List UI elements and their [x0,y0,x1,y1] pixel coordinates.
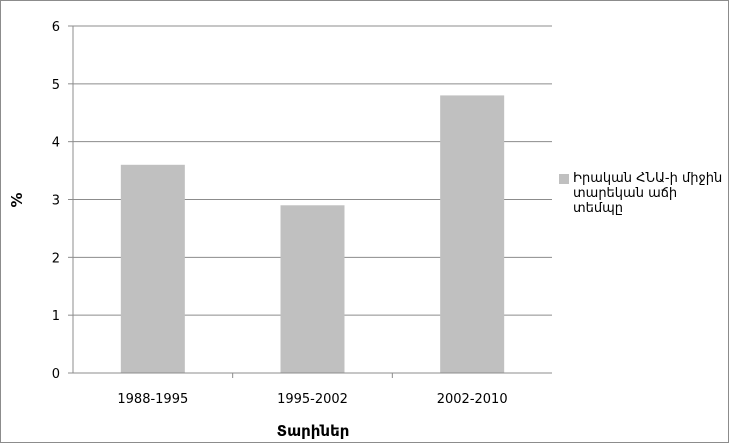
x-tick-label: 1995-2002 [277,392,348,407]
bar-2002-2010 [440,95,505,374]
bar-1988-1995 [120,164,185,373]
x-tick-labels: 1988-1995 1995-2002 2002-2010 [117,392,507,407]
y-axis-title: % [8,192,26,207]
y-tick-label: 1 [52,309,60,324]
x-axis-title: Տարիներ [277,422,350,440]
y-tick-label: 5 [52,78,60,93]
bar-1995-2002 [280,205,345,373]
legend-swatch [559,174,569,184]
y-tick-label: 2 [52,251,60,266]
x-tick-label: 2002-2010 [437,392,508,407]
y-tick-label: 3 [52,194,60,209]
bars [120,95,505,374]
legend-label: Իրական ՀՆԱ-ի միջին տարեկան աճի տեմպը [573,171,723,216]
y-tick-label: 4 [52,136,60,151]
axes [68,25,552,378]
y-tick-labels: 0 1 2 3 4 5 6 [52,20,60,382]
legend: Իրական ՀՆԱ-ի միջին տարեկան աճի տեմպը [559,171,724,216]
x-tick-label: 1988-1995 [117,392,188,407]
y-tick-label: 6 [52,20,60,35]
y-tick-label: 0 [52,367,60,382]
